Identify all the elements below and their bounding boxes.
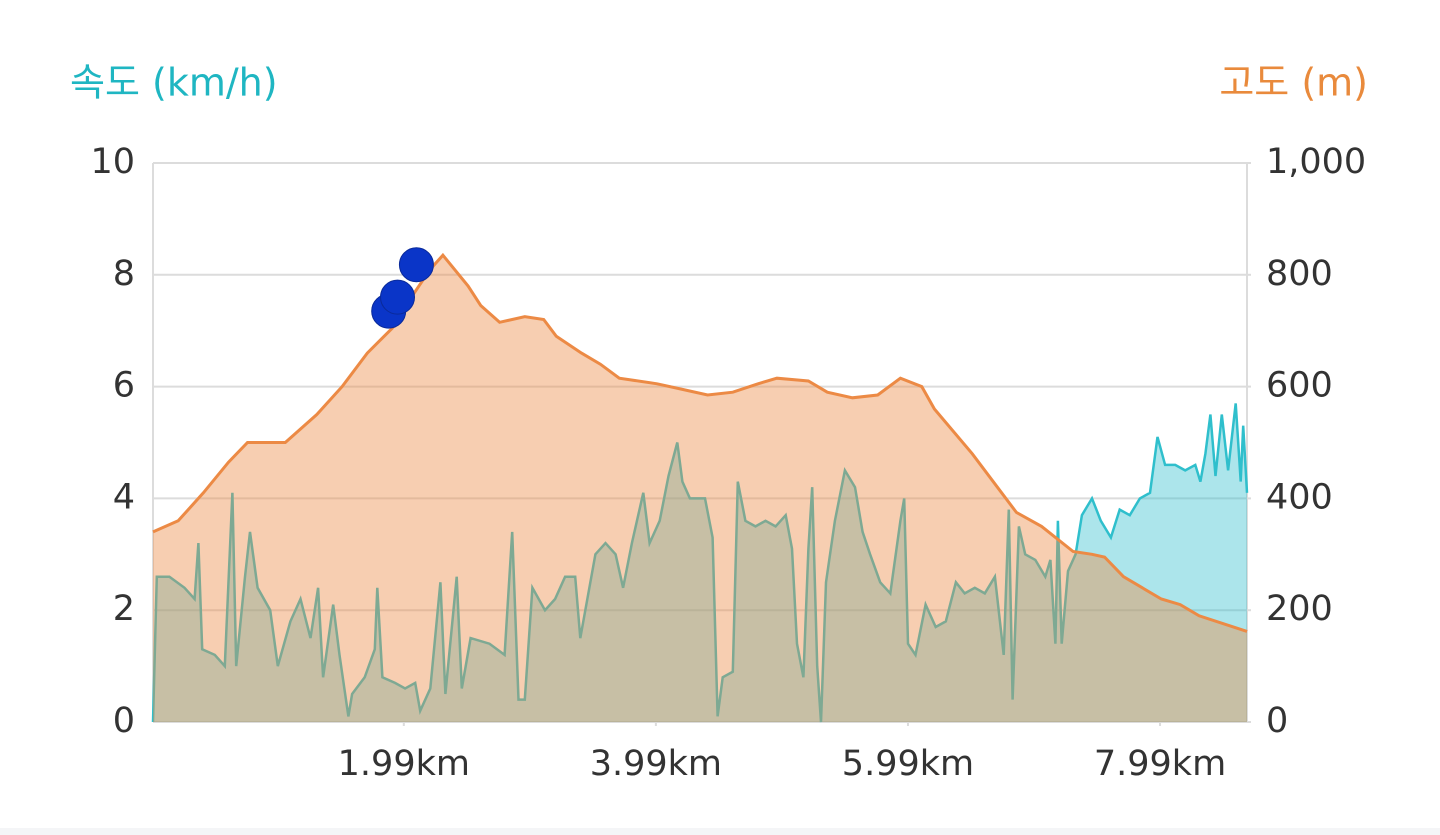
- x-tick-label: 5.99km: [842, 744, 974, 784]
- y-axis-title: 속도 (km/h): [70, 61, 278, 105]
- y-tick-label: 4: [113, 477, 135, 517]
- altitude-line: [152, 252, 1248, 633]
- y-tick-label: 10: [90, 142, 135, 182]
- location-dot: [398, 247, 434, 283]
- speed-area: [153, 403, 1247, 722]
- x-tick-label: 3.99km: [590, 744, 722, 784]
- location-dot: [380, 279, 416, 315]
- x-tick-label: 1.99km: [338, 744, 470, 784]
- y-tick-label: 0: [113, 701, 135, 741]
- speed-line: [151, 403, 1249, 723]
- y2-tick-label: 0: [1266, 701, 1288, 741]
- x-tick-label: 7.99km: [1094, 744, 1226, 784]
- y-tick-label: 6: [113, 366, 135, 406]
- altitude-area: [153, 255, 1247, 722]
- y-tick-label: 8: [113, 254, 135, 294]
- y2-tick-label: 400: [1266, 477, 1333, 517]
- bottom-strip: [0, 828, 1440, 835]
- y2-tick-label: 200: [1266, 589, 1333, 629]
- y2-tick-label: 600: [1266, 366, 1333, 406]
- y2-tick-label: 1,000: [1266, 142, 1366, 182]
- y-tick-label: 2: [113, 589, 135, 629]
- y2-axis-title: 고도 (m): [1219, 61, 1368, 105]
- y2-tick-label: 800: [1266, 254, 1333, 294]
